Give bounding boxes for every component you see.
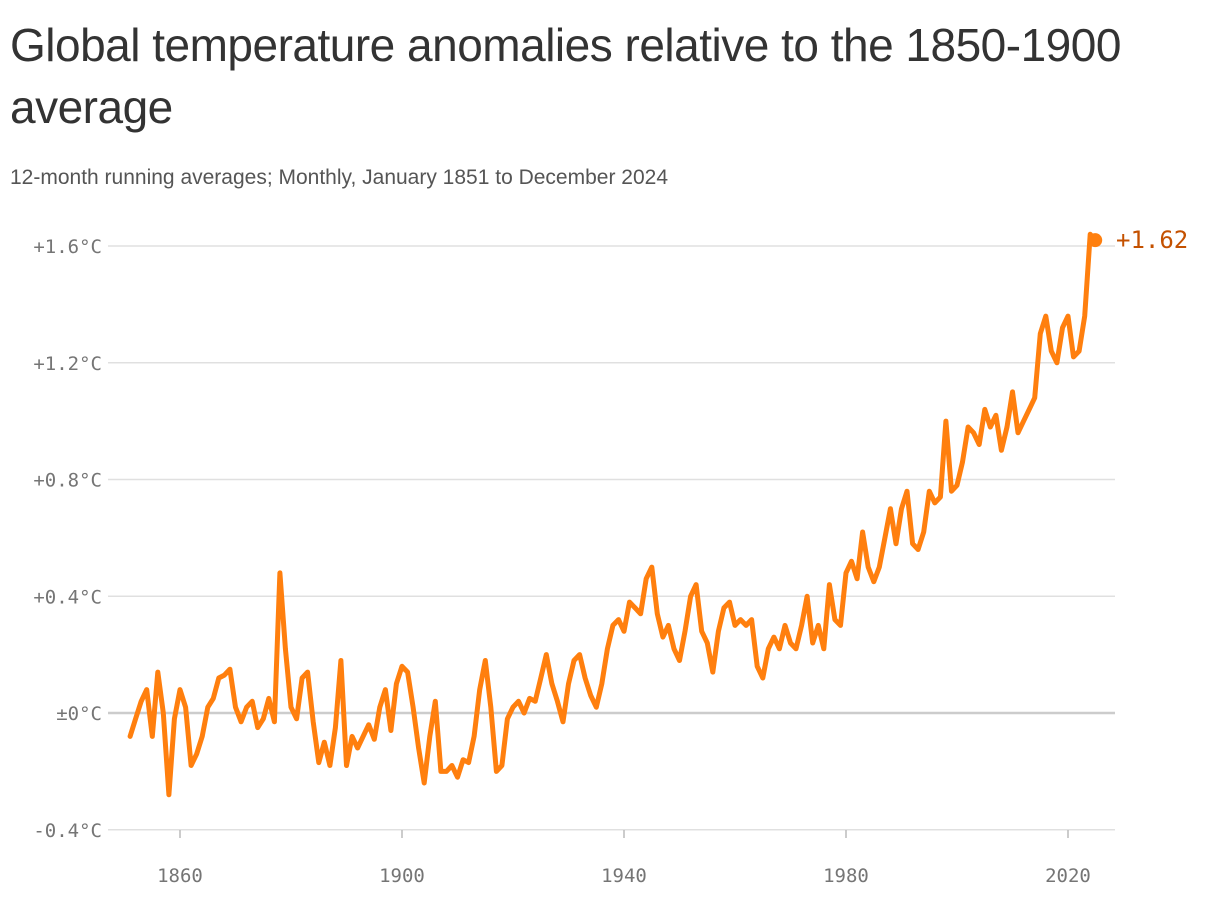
series-group: [127, 231, 1098, 798]
series-line: [127, 231, 1098, 798]
end-value-label: +1.62: [1116, 226, 1188, 254]
end-label-group: +1.62: [1088, 226, 1188, 254]
gridlines: [108, 245, 1115, 831]
y-axis: -0.4°C ±0°C +0.4°C +0.8°C +1.2°C +1.6°C: [33, 236, 102, 842]
x-tick-label: 1980: [823, 865, 869, 887]
x-tick-label: 1940: [601, 865, 647, 887]
x-axis: 1860 1900 1940 1980 2020: [157, 830, 1091, 887]
chart-title: Global temperature anomalies relative to…: [10, 19, 1121, 133]
x-tick-label: 2020: [1045, 865, 1091, 887]
x-tick-label: 1900: [379, 865, 425, 887]
y-tick-label: ±0°C: [56, 703, 102, 725]
y-tick-label: +0.8°C: [33, 470, 102, 492]
y-tick-label: +1.2°C: [33, 353, 102, 375]
y-tick-label: +1.6°C: [33, 236, 102, 258]
y-tick-label: +0.4°C: [33, 586, 102, 608]
y-tick-label: -0.4°C: [33, 820, 102, 842]
x-tick-label: 1860: [157, 865, 203, 887]
chart-subtitle: 12-month running averages; Monthly, Janu…: [10, 166, 669, 189]
end-marker: [1088, 233, 1103, 248]
